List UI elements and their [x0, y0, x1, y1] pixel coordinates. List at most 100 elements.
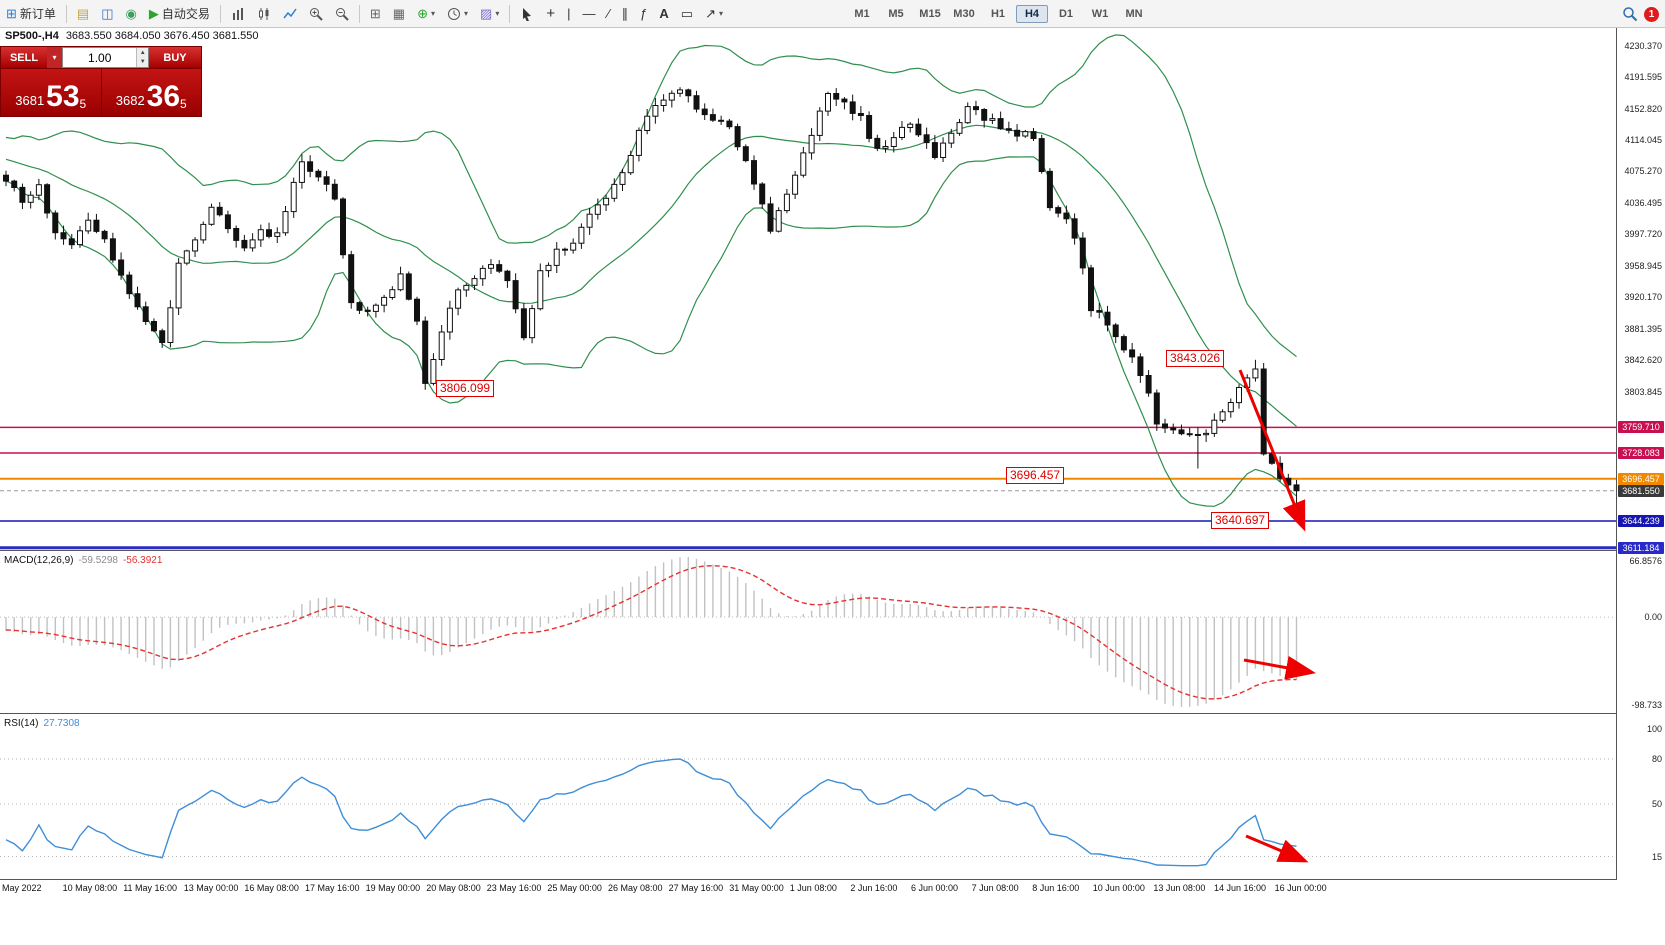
time-axis-label: 6 Jun 00:00 — [911, 883, 959, 893]
text-tool-button[interactable]: A — [654, 2, 673, 26]
chevron-down-icon: ▾ — [430, 9, 435, 18]
horizontal-line-tool-button[interactable]: ― — [577, 2, 600, 26]
buy-price-main: 3682 — [115, 93, 145, 108]
rsi-indicator-label: RSI(14) 27.7308 — [4, 718, 80, 729]
zoom-out-button[interactable] — [330, 2, 354, 26]
add-indicator-button[interactable]: ⊕ ▾ — [412, 2, 440, 26]
price-callout[interactable]: 3843.026 — [1166, 350, 1225, 367]
notification-badge[interactable]: 1 — [1644, 6, 1659, 22]
trendline-tool-button[interactable]: ∕ — [602, 2, 614, 26]
timeframe-button-M15[interactable]: M15 — [919, 8, 941, 20]
trend-arrow[interactable] — [1238, 369, 1306, 532]
price-axis-border — [1616, 28, 1617, 880]
volume-stepper[interactable]: ▲ ▼ — [136, 48, 148, 67]
price-level-label: 3611.184 — [1618, 541, 1664, 554]
toolbar-separator — [219, 4, 221, 23]
text-icon: A — [659, 6, 669, 21]
time-axis-label: 17 May 16:00 — [305, 883, 360, 893]
price-axis-tick: 4114.045 — [1625, 135, 1662, 146]
order-options-dropdown[interactable]: ▾ — [47, 47, 62, 68]
sell-quote[interactable]: 3681 53 5 — [1, 69, 102, 116]
arrow-shape-icon: ↗ — [705, 6, 716, 21]
shapes-tool-button[interactable]: ↗ ▾ — [700, 2, 728, 26]
timeframe-button-D1[interactable]: D1 — [1058, 8, 1074, 20]
period-button[interactable]: ▾ — [442, 2, 473, 26]
search-icon[interactable] — [1622, 6, 1638, 22]
trend-arrow[interactable] — [1245, 834, 1309, 863]
price-axis-tick: 4152.820 — [1624, 103, 1662, 114]
vertical-line-tool-button[interactable]: | — [562, 2, 575, 26]
panel-divider[interactable] — [0, 713, 1665, 714]
volume-up-icon[interactable]: ▲ — [137, 48, 148, 58]
time-axis-label: 8 Jun 16:00 — [1032, 883, 1080, 893]
rsi-axis-tick: 15 — [1651, 851, 1662, 862]
timeframe-button-M30[interactable]: M30 — [953, 8, 975, 20]
panel-divider[interactable] — [0, 879, 1665, 880]
sell-price-main: 3681 — [15, 93, 45, 108]
cascade-windows-button[interactable]: ▦ — [388, 2, 410, 26]
vertical-line-icon: | — [567, 6, 571, 21]
price-axis-tick: 3920.170 — [1624, 292, 1662, 303]
macd-panel-canvas[interactable] — [0, 551, 1616, 713]
cursor-icon — [523, 7, 532, 21]
line-chart-button[interactable] — [278, 2, 302, 26]
time-axis-label: 7 Jun 08:00 — [971, 883, 1019, 893]
zoom-in-button[interactable] — [304, 2, 328, 26]
time-axis-label: 23 May 16:00 — [486, 883, 542, 893]
time-axis[interactable]: May 2022 10 May 08:00 11 May 16:00 13 May 0… — [0, 880, 1616, 900]
bar-chart-button[interactable] — [226, 2, 250, 26]
timeframe-group: M1 M5 M15 M30 H1 H4 D1 W1 MN — [845, 0, 1151, 28]
timeframe-button-H4[interactable]: H4 — [1016, 5, 1048, 23]
time-axis-label: 16 May 08:00 — [244, 883, 299, 893]
timeframe-button-M1[interactable]: M1 — [854, 8, 870, 20]
channel-tool-button[interactable]: ∥ — [617, 2, 634, 26]
fibonacci-tool-button[interactable]: ƒ — [635, 2, 652, 26]
candlestick-chart-icon — [258, 7, 269, 20]
buy-price-sup: 5 — [180, 97, 187, 111]
bollinger-upper-band — [5, 34, 1297, 358]
sell-button[interactable]: SELL — [1, 47, 47, 68]
templates-button[interactable]: ▨ ▾ — [475, 2, 504, 26]
tile-windows-button[interactable]: ⊞ — [365, 2, 386, 26]
buy-quote[interactable]: 3682 36 5 — [101, 69, 201, 116]
price-callout[interactable]: 3640.697 — [1211, 512, 1270, 529]
time-axis-label: 16 Jun 00:00 — [1274, 883, 1327, 893]
timeframe-button-M5[interactable]: M5 — [888, 8, 904, 20]
time-axis-label: 31 May 00:00 — [729, 883, 784, 893]
bollinger-middle-band — [5, 124, 1297, 427]
timeframe-button-H1[interactable]: H1 — [990, 8, 1006, 20]
main-chart-canvas[interactable] — [0, 28, 1616, 550]
volume-input[interactable] — [63, 48, 137, 67]
market-watch-button[interactable]: ▤ — [72, 2, 94, 26]
time-axis-label: 19 May 00:00 — [365, 883, 421, 893]
chart-header: SP500-,H4 3683.550 3684.050 3676.450 3681… — [5, 30, 259, 42]
new-order-icon: ⊞ — [6, 6, 17, 21]
price-axis-tick: 3881.395 — [1624, 323, 1662, 334]
panel-divider[interactable] — [0, 550, 1665, 551]
timeframe-button-MN[interactable]: MN — [1125, 8, 1143, 20]
candlestick-chart-button[interactable] — [252, 2, 276, 26]
timeframe-button-W1[interactable]: W1 — [1091, 8, 1109, 20]
autotrading-button[interactable]: ▶ 自动交易 — [144, 2, 215, 26]
data-window-button[interactable]: ◫ — [96, 2, 118, 26]
buy-button[interactable]: BUY — [149, 47, 201, 68]
crosshair-icon: + — [546, 5, 556, 22]
price-level-label: 3644.239 — [1618, 515, 1664, 528]
price-callout[interactable]: 3806.099 — [436, 380, 495, 397]
navigator-button[interactable]: ◉ — [121, 2, 142, 26]
price-callout[interactable]: 3696.457 — [1006, 467, 1065, 484]
price-axis[interactable]: 4230.370 4191.595 4152.820 4114.045 4075.270… — [1617, 28, 1665, 928]
rsi-panel-canvas[interactable] — [0, 714, 1616, 879]
trend-arrow[interactable] — [1243, 655, 1316, 680]
crosshair-tool-button[interactable]: + — [541, 2, 560, 26]
label-tool-button[interactable]: ▭ — [676, 2, 698, 26]
new-order-button[interactable]: ⊞ 新订单 — [1, 2, 61, 26]
price-axis-tick: 3958.945 — [1624, 260, 1662, 271]
price-axis-tick: 3803.845 — [1624, 386, 1662, 397]
volume-down-icon[interactable]: ▼ — [137, 57, 148, 67]
macd-histogram — [5, 557, 1298, 707]
time-axis-label: 13 May 00:00 — [183, 883, 239, 893]
cursor-tool-button[interactable] — [515, 2, 539, 26]
buy-price-big: 36 — [146, 80, 181, 113]
main-toolbar: ⊞ 新订单 ▤ ◫ ◉ ▶ 自动交易 ⊞ ▦ ⊕ ▾ — [0, 0, 1665, 28]
